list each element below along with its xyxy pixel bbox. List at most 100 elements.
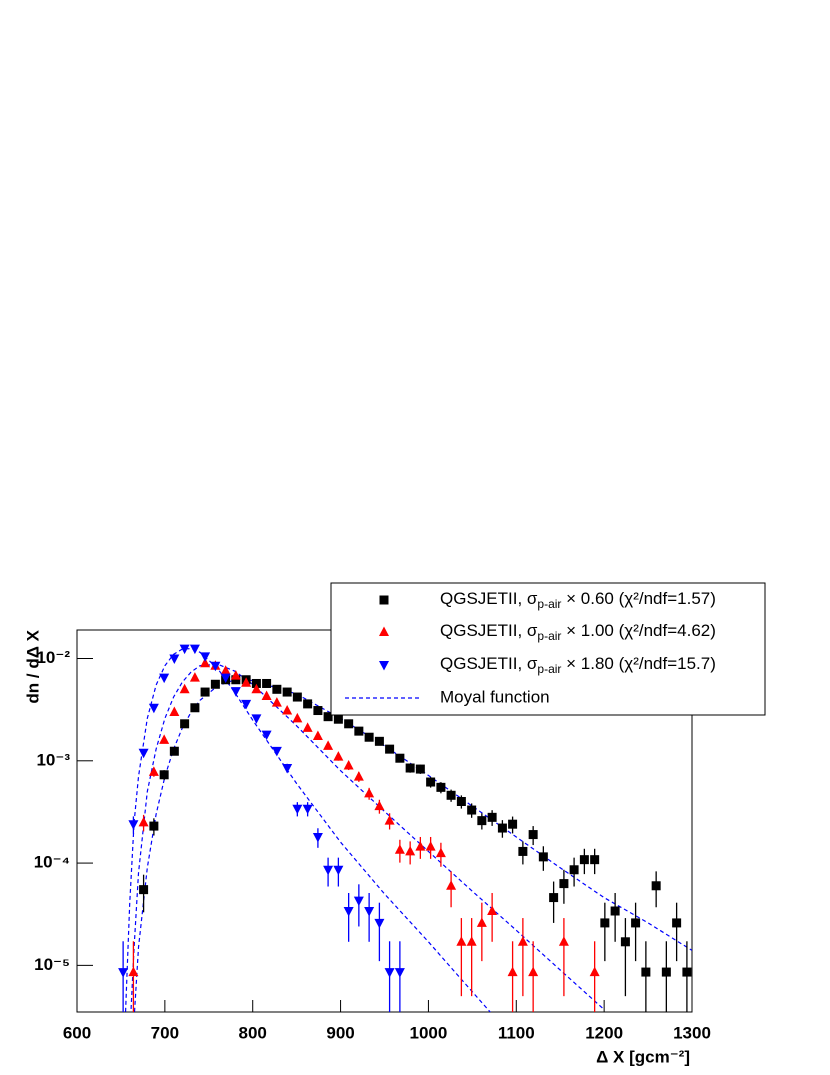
data-point <box>200 657 211 668</box>
data-point <box>138 816 149 827</box>
data-point <box>600 918 610 928</box>
y-tick-label: 10⁻⁵ <box>34 955 70 974</box>
data-point <box>344 719 354 729</box>
data-point <box>456 796 466 806</box>
data-point <box>415 764 425 774</box>
x-tick-label: 700 <box>151 1023 179 1042</box>
data-point <box>405 845 416 856</box>
data-point <box>487 812 497 822</box>
data-point <box>128 966 139 977</box>
data-point <box>610 906 620 916</box>
data-point <box>549 893 559 903</box>
data-point <box>292 692 302 702</box>
plot-area <box>118 644 692 1012</box>
data-point <box>302 722 313 732</box>
data-point <box>651 881 661 891</box>
data-point <box>364 907 375 917</box>
data-point <box>230 687 241 697</box>
data-point <box>394 968 405 978</box>
data-point <box>159 770 169 780</box>
data-point <box>292 712 303 723</box>
legend-label: QGSJETII, σp-air × 1.80 (χ²/ndf=15.7) <box>440 654 716 676</box>
data-point <box>661 967 671 977</box>
data-point <box>508 819 518 829</box>
data-point <box>190 703 200 713</box>
data-point <box>374 918 385 929</box>
data-point <box>251 714 262 724</box>
data-point <box>395 753 405 763</box>
data-point <box>589 966 600 977</box>
data-point <box>251 683 262 694</box>
data-point <box>272 684 282 694</box>
data-point <box>590 855 600 865</box>
y-tick-label: 10⁻⁴ <box>34 853 70 872</box>
y-axis-label: dn / dΔ X <box>23 629 42 703</box>
data-point <box>282 687 292 697</box>
data-point <box>672 918 682 928</box>
data-point <box>312 730 323 740</box>
data-point <box>343 759 354 770</box>
data-point <box>518 846 528 856</box>
data-point <box>374 736 384 746</box>
data-point <box>241 677 252 687</box>
legend-label: QGSJETII, σp-air × 1.00 (χ²/ndf=4.62) <box>440 621 716 643</box>
data-point <box>477 816 487 826</box>
data-point <box>179 644 190 655</box>
x-tick-label: 800 <box>239 1023 267 1042</box>
y-tick-label: 10⁻² <box>36 648 70 667</box>
data-point <box>385 744 395 754</box>
data-point <box>210 679 220 689</box>
data-point <box>179 683 190 694</box>
data-point <box>139 885 149 895</box>
data-point <box>200 687 210 697</box>
data-point <box>210 661 221 672</box>
data-point <box>189 644 200 655</box>
data-point <box>487 905 498 916</box>
legend-marker <box>379 661 389 671</box>
data-point <box>251 678 261 688</box>
data-point <box>415 841 426 851</box>
data-point <box>312 832 323 843</box>
data-point <box>558 936 569 946</box>
data-point <box>271 697 282 707</box>
data-point <box>435 847 446 858</box>
x-tick-label: 900 <box>326 1023 354 1042</box>
data-point <box>261 690 272 701</box>
data-point <box>159 673 170 684</box>
data-point <box>559 879 569 889</box>
data-point <box>261 730 272 741</box>
data-point <box>528 966 539 977</box>
x-tick-label: 600 <box>63 1023 91 1042</box>
data-point <box>180 719 190 729</box>
data-point <box>384 815 395 825</box>
data-point <box>364 732 374 742</box>
data-point <box>507 966 518 977</box>
data-point <box>538 852 548 862</box>
data-point <box>569 865 579 875</box>
data-point <box>138 748 149 759</box>
fit-curve <box>133 679 692 1012</box>
data-point <box>579 855 589 865</box>
data-point <box>476 917 487 927</box>
data-point <box>517 936 528 946</box>
x-tick-label: 1300 <box>673 1023 711 1042</box>
legend-label: QGSJETII, σp-air × 0.60 (χ²/ndf=1.57) <box>440 589 716 611</box>
x-tick-label: 1200 <box>585 1023 623 1042</box>
x-axis-label: Δ X [gcm⁻²] <box>596 1047 690 1066</box>
data-point <box>446 880 457 890</box>
y-tick-label: 10⁻³ <box>36 750 70 769</box>
data-point <box>456 936 467 946</box>
data-point <box>282 764 293 774</box>
data-point <box>189 672 200 682</box>
data-point <box>148 703 159 714</box>
data-point <box>282 705 293 715</box>
data-point <box>292 804 303 815</box>
data-point <box>333 751 344 761</box>
data-point <box>466 936 477 946</box>
data-point <box>364 787 375 798</box>
data-point <box>436 782 446 792</box>
data-point <box>323 865 334 876</box>
data-point <box>230 670 241 680</box>
